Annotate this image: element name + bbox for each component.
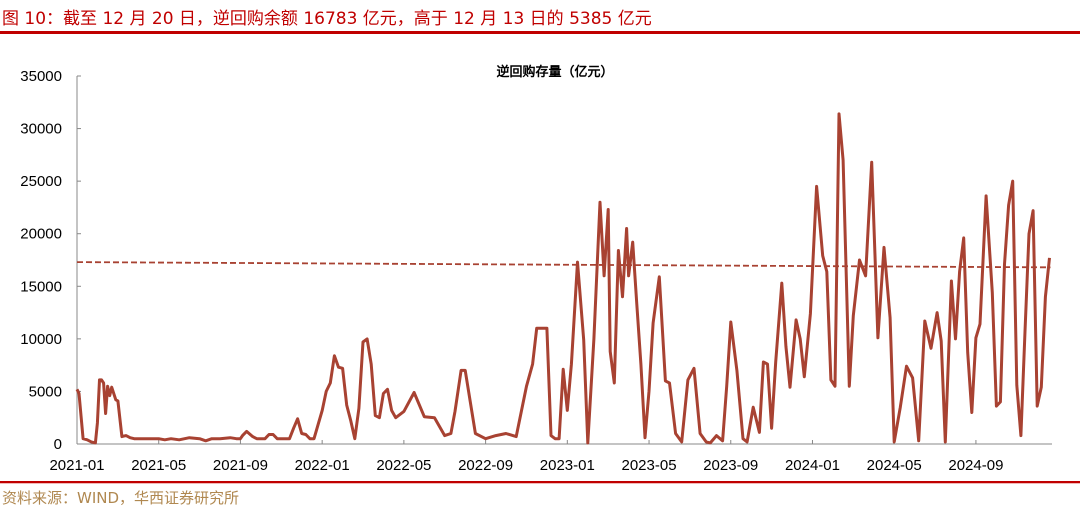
reference-dashed-line: [76, 261, 1051, 269]
y-tick-label: 35000: [20, 68, 62, 85]
bottom-divider: [0, 481, 1080, 483]
y-tick-label: 5000: [29, 383, 62, 400]
x-tick-label: 2022-09: [458, 457, 513, 474]
source-note: 资料来源：WIND，华西证券研究所: [2, 489, 240, 507]
y-tick-label: 15000: [20, 278, 62, 295]
reverse-repo-line: [75, 112, 1051, 445]
x-tick-label: 2024-09: [948, 457, 1003, 474]
x-tick-label: 2021-09: [213, 457, 268, 474]
line-chart: 逆回购存量（亿元） 0 5000 10000 15000 20000 25000 30000…: [20, 64, 1052, 474]
x-tick-label: 2024-05: [867, 457, 922, 474]
chart-title: 逆回购存量（亿元）: [496, 64, 613, 80]
y-tick-label: 20000: [20, 226, 62, 243]
y-tick-label: 25000: [20, 173, 62, 190]
axes: 0 5000 10000 15000 20000 25000 30000 35000 2021-…: [20, 68, 1052, 474]
x-tick-label: 2022-01: [295, 457, 350, 474]
x-tick-label: 2023-05: [622, 457, 677, 474]
y-tick-label: 10000: [20, 331, 62, 348]
x-tick-label: 2023-09: [703, 457, 758, 474]
bottom-divider-shadow: [0, 483, 1080, 484]
y-tick-label: 30000: [20, 121, 62, 138]
top-divider: [0, 31, 1080, 34]
series-layer: [75, 112, 1051, 445]
x-tick-label: 2021-05: [131, 457, 186, 474]
x-tick-label: 2023-01: [540, 457, 595, 474]
x-tick-label: 2024-01: [785, 457, 840, 474]
y-tick-label: 0: [54, 436, 62, 453]
x-tick-label: 2021-01: [49, 457, 104, 474]
figure-title: 图 10：截至 12 月 20 日，逆回购余额 16783 亿元，高于 12 月…: [2, 9, 652, 29]
x-tick-label: 2022-05: [376, 457, 431, 474]
